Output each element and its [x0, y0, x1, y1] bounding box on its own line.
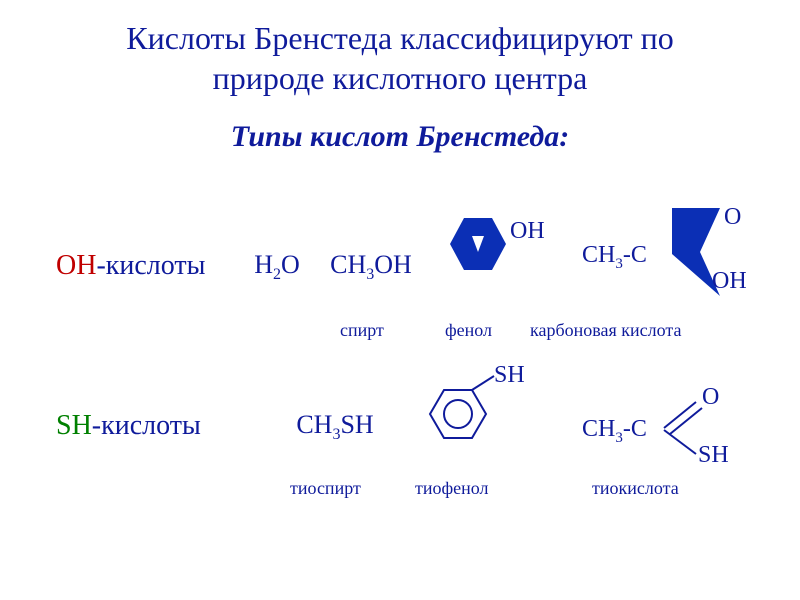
- title-line-2: природе кислотного центра: [0, 58, 800, 98]
- slide-subtitle: Типы кислот Бренстеда:: [0, 120, 800, 154]
- label-tiofenol: тиофенол: [415, 478, 489, 499]
- item-thiophenol: SH: [402, 362, 532, 454]
- branch-up-2: [670, 408, 702, 434]
- carboxylic-left-formula: CH3-C: [582, 242, 647, 273]
- slide-title: Кислоты Бренстеда классифицируют по прир…: [0, 0, 800, 98]
- item-phenol: OH: [426, 210, 546, 290]
- row-sh-suffix: -кислоты: [92, 410, 201, 441]
- row-sh-prefix: SH: [56, 410, 92, 441]
- row-oh-suffix: -кислоты: [96, 250, 205, 281]
- formula-methanol: CH3OH: [316, 250, 426, 284]
- row-oh-name: ОН-кислоты: [56, 250, 205, 282]
- benzene-bond: [472, 376, 494, 390]
- carboxylic-top-o: O: [724, 204, 741, 231]
- row-sh-name: SH-кислоты: [56, 410, 201, 442]
- label-fenol: фенол: [445, 320, 492, 341]
- label-tiospirt: тиоспирт: [290, 478, 361, 499]
- item-methanol: CH3OH: [316, 250, 426, 284]
- formula-water: H2O: [242, 250, 312, 284]
- formula-thiol: CH3SH: [280, 410, 390, 444]
- phenol-oh-text: OH: [510, 218, 545, 245]
- branch-down: [664, 430, 696, 454]
- thioacid-bottom-sh: SH: [698, 442, 729, 469]
- item-thiol: CH3SH: [280, 410, 390, 444]
- thiophenol-sh-text: SH: [494, 362, 525, 389]
- title-line-1: Кислоты Бренстеда классифицируют по: [0, 18, 800, 58]
- label-karbonovaya: карбоновая кислота: [530, 320, 681, 341]
- benzene-circle: [444, 400, 472, 428]
- item-water: H2O: [242, 250, 312, 284]
- item-thioacid: O CH3-C SH: [556, 384, 746, 470]
- label-spirt: спирт: [340, 320, 384, 341]
- benzene-hexagon: [430, 390, 486, 438]
- branch-up-1: [664, 402, 696, 428]
- row-oh-prefix: ОН: [56, 250, 96, 281]
- carboxylic-bottom-oh: OH: [712, 268, 747, 295]
- thioacid-left-formula: CH3-C: [582, 416, 647, 447]
- label-tiokislota: тиокислота: [592, 478, 679, 499]
- thioacid-top-o: O: [702, 384, 719, 411]
- item-carboxylic: O CH3-C OH: [552, 202, 752, 298]
